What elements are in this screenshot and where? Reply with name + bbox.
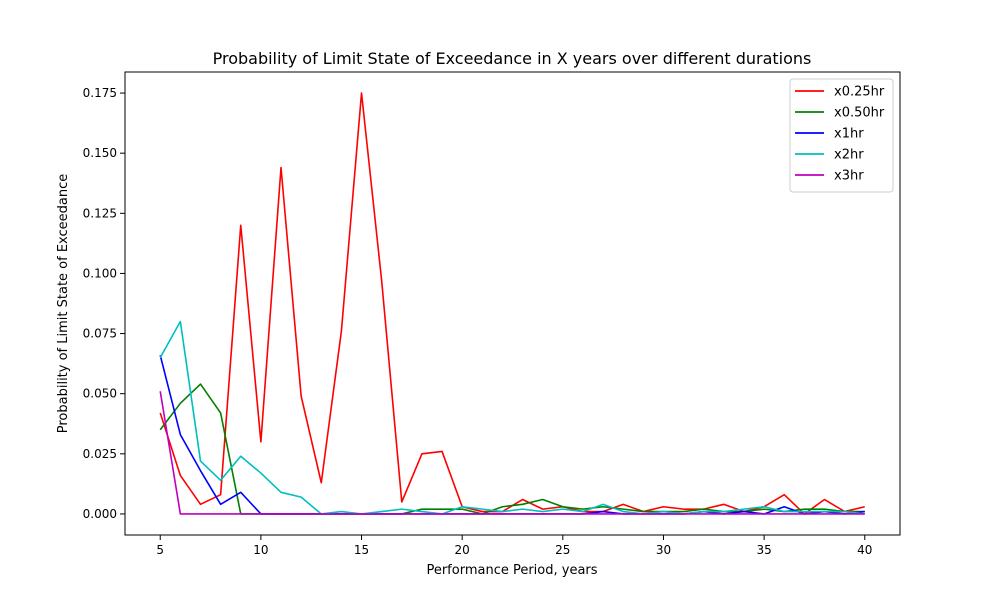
y-tick-label: 0.000 bbox=[83, 507, 117, 521]
plot-frame bbox=[124, 71, 901, 536]
series-lines bbox=[159, 92, 865, 515]
x-tick-label: 25 bbox=[555, 543, 570, 557]
y-tick-label: 0.025 bbox=[83, 447, 117, 461]
series-line-x0.25hr bbox=[159, 92, 865, 515]
x-axis: 5 10 15 20 25 30 35 40 bbox=[156, 535, 872, 557]
legend-label: x0.50hr bbox=[834, 106, 885, 121]
legend: x0.25hr x0.50hr x1hr x2hr x3hr bbox=[789, 78, 894, 193]
y-tick-label: 0.075 bbox=[83, 327, 117, 341]
x-tick-label: 40 bbox=[857, 543, 872, 557]
series-line-x2hr bbox=[159, 320, 865, 515]
x-tick-label: 5 bbox=[156, 543, 164, 557]
x-tick-label: 30 bbox=[656, 543, 671, 557]
x-tick-label: 20 bbox=[455, 543, 470, 557]
y-tick-label: 0.150 bbox=[83, 146, 117, 160]
x-tick-label: 15 bbox=[354, 543, 369, 557]
series-line-x0.50hr bbox=[159, 383, 865, 515]
y-tick-label: 0.125 bbox=[83, 206, 117, 220]
legend-label: x1hr bbox=[834, 127, 864, 142]
x-tick-label: 35 bbox=[756, 543, 771, 557]
legend-label: x2hr bbox=[834, 148, 864, 163]
series-line-x3hr bbox=[159, 391, 865, 515]
y-tick-label: 0.050 bbox=[83, 387, 117, 401]
x-axis-label: Performance Period, years bbox=[426, 563, 597, 578]
chart-title: Probability of Limit State of Exceedance… bbox=[213, 49, 812, 68]
y-tick-label: 0.100 bbox=[83, 266, 117, 280]
legend-label: x0.25hr bbox=[834, 85, 885, 100]
y-axis: 0.000 0.025 0.050 0.075 0.100 0.125 0.150 0.175 bbox=[83, 86, 125, 521]
y-tick-label: 0.175 bbox=[83, 86, 117, 100]
legend-label: x3hr bbox=[834, 169, 864, 184]
legend-box bbox=[789, 78, 894, 193]
y-axis-label: Probability of Limit State of Exceedance bbox=[56, 174, 71, 434]
x-tick-label: 10 bbox=[253, 543, 268, 557]
